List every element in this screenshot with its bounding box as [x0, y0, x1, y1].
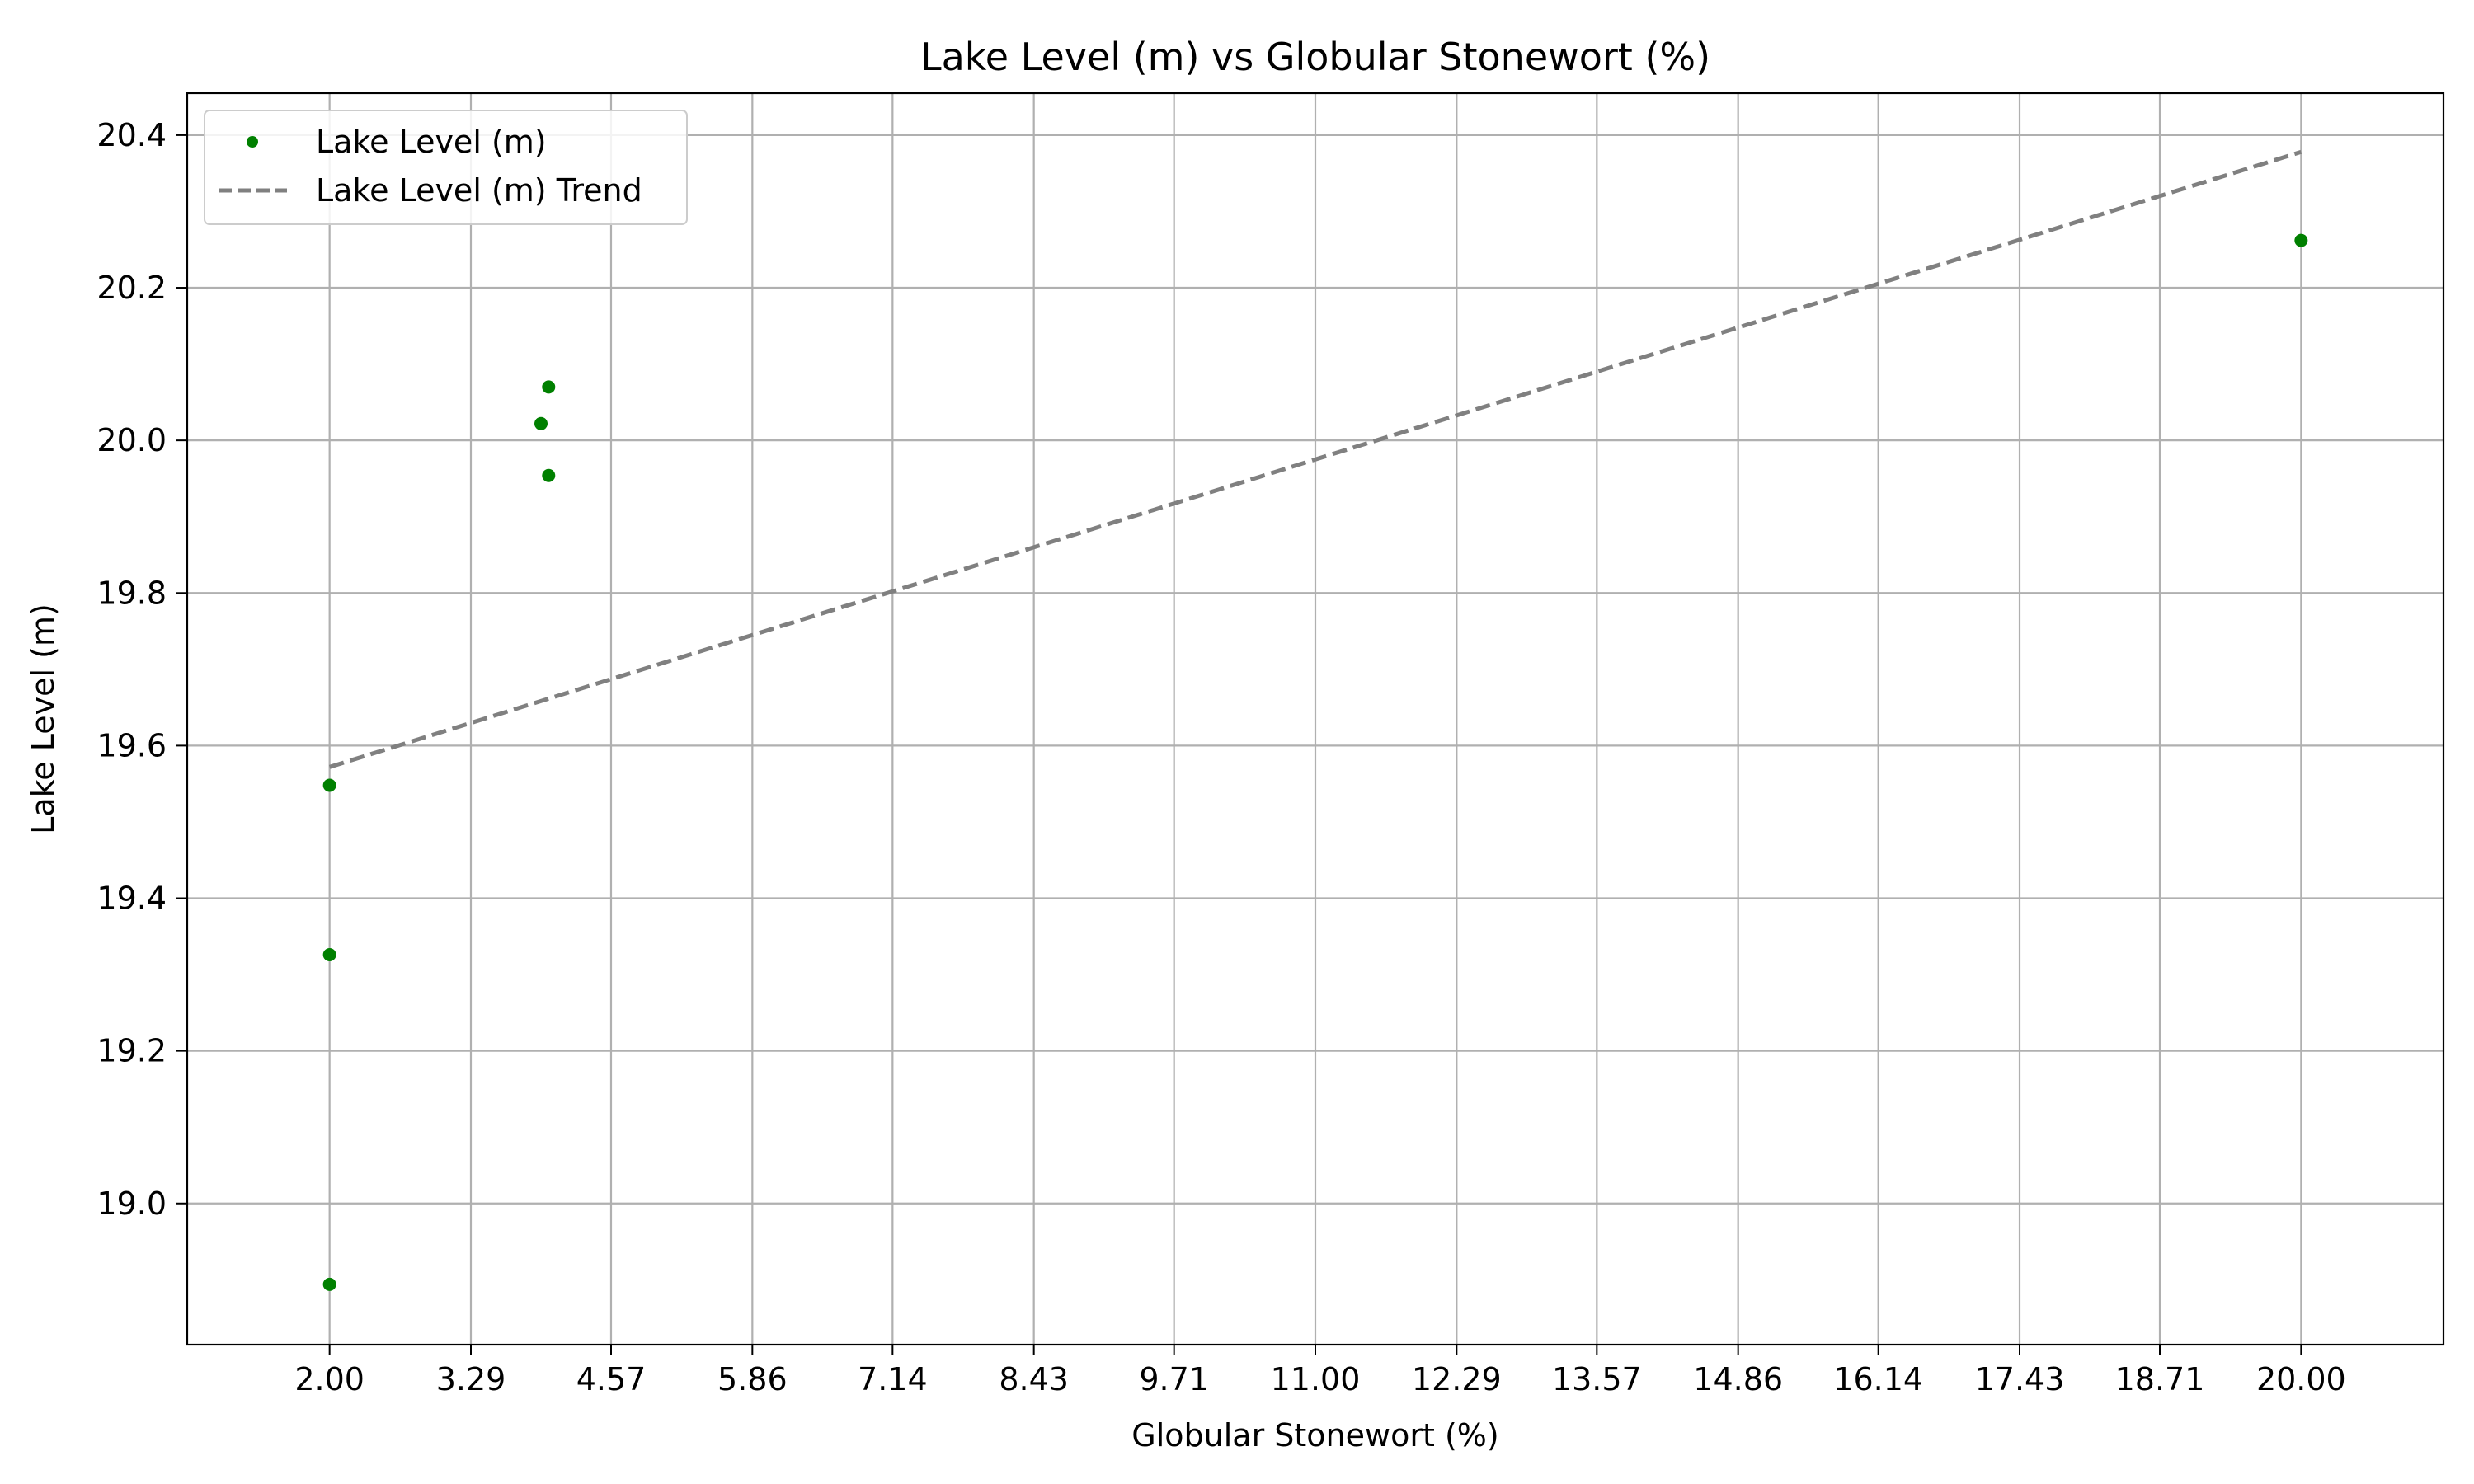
x-tick-label: 3.29: [436, 1361, 506, 1397]
data-point: [542, 468, 556, 482]
x-tick-label: 2.00: [294, 1361, 365, 1397]
ticks: 2.00 3.29 4.57 5.86 7.14 8.43 9.71 11.00 12.29 13…: [96, 117, 2345, 1397]
data-point: [534, 416, 548, 430]
data-point: [322, 778, 336, 792]
chart-title: Lake Level (m) vs Globular Stonewort (%): [920, 35, 1710, 79]
data-point: [2294, 233, 2308, 247]
y-tick-label: 19.6: [96, 727, 167, 763]
legend-box: [204, 110, 688, 225]
legend: Lake Level (m) Lake Level (m) Trend: [204, 110, 688, 225]
series-layer: [322, 149, 2308, 1291]
data-point: [322, 948, 336, 962]
x-tick-label: 20.00: [2256, 1361, 2346, 1397]
x-tick-label: 9.71: [1139, 1361, 1209, 1397]
x-tick-label: 12.29: [1412, 1361, 1502, 1397]
y-tick-label: 19.4: [96, 881, 167, 917]
x-axis-label: Globular Stonewort (%): [1131, 1417, 1498, 1453]
y-tick-label: 20.2: [96, 270, 167, 306]
legend-marker-scatter: [247, 136, 258, 148]
legend-label-scatter: Lake Level (m): [316, 124, 547, 160]
x-tick-label: 14.86: [1693, 1361, 1783, 1397]
y-tick-label: 20.0: [96, 422, 167, 458]
y-tick-label: 19.0: [96, 1186, 167, 1222]
y-tick-label: 20.4: [96, 117, 167, 153]
y-tick-label: 19.2: [96, 1033, 167, 1069]
x-tick-label: 18.71: [2115, 1361, 2205, 1397]
x-tick-label: 17.43: [1975, 1361, 2065, 1397]
x-tick-label: 16.14: [1833, 1361, 1923, 1397]
x-tick-label: 11.00: [1271, 1361, 1361, 1397]
data-point: [542, 380, 556, 394]
data-point: [322, 1277, 336, 1291]
y-axis-label: Lake Level (m): [25, 603, 61, 834]
x-tick-label: 13.57: [1552, 1361, 1642, 1397]
x-tick-label: 5.86: [717, 1361, 788, 1397]
x-tick-label: 7.14: [858, 1361, 928, 1397]
x-tick-label: 8.43: [999, 1361, 1069, 1397]
y-tick-label: 19.8: [96, 575, 167, 611]
x-tick-label: 4.57: [576, 1361, 647, 1397]
grid: [187, 93, 2443, 1345]
trend-line: [328, 149, 2302, 769]
legend-label-trend: Lake Level (m) Trend: [316, 172, 642, 209]
